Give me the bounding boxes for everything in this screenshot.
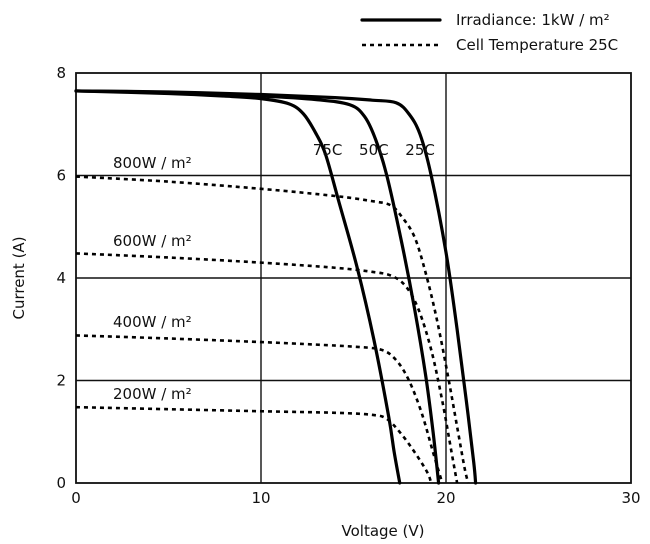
curve-annotation: 50C — [359, 141, 389, 159]
series-line-600w-m — [75, 252, 459, 484]
x-axis-title: Voltage (V) — [342, 522, 425, 540]
series-line-50c — [74, 89, 441, 485]
curve-annotation: 600W / m² — [113, 232, 192, 250]
series-group — [74, 89, 478, 485]
y-tick-label: 2 — [56, 372, 66, 390]
x-tick-label: 0 — [71, 489, 81, 507]
curve-annotation: 800W / m² — [113, 154, 192, 172]
y-axis-title: Current (A) — [10, 236, 28, 319]
annotations: 800W / m² 600W / m² 400W / m² 200W / m² 75C 5… — [113, 141, 435, 403]
curve-annotation: 200W / m² — [113, 385, 192, 403]
curve-annotation: 25C — [405, 141, 435, 159]
curve-annotation: 75C — [313, 141, 343, 159]
curve-annotation: 400W / m² — [113, 313, 192, 331]
legend: Irradiance: 1kW / m² Cell Temperature 25… — [360, 11, 618, 54]
y-tick-label: 0 — [56, 474, 66, 492]
series-line-800w-m — [75, 175, 470, 484]
x-tick-label: 30 — [621, 489, 640, 507]
legend-label-solid: Irradiance: 1kW / m² — [456, 11, 610, 29]
y-tick-label: 4 — [56, 269, 66, 287]
y-tick-label: 6 — [56, 167, 66, 185]
x-tick-label: 10 — [251, 489, 270, 507]
series-line-200w-m — [75, 405, 433, 484]
legend-label-dotted: Cell Temperature 25C — [456, 36, 618, 54]
series-line-400w-m — [75, 334, 444, 484]
series-line-75c — [74, 89, 402, 485]
x-tick-label: 20 — [436, 489, 455, 507]
tick-labels: 0 10 20 30 0 2 4 6 8 — [56, 64, 640, 507]
y-tick-label: 8 — [56, 64, 66, 82]
grid — [75, 72, 632, 484]
plot-frame — [75, 72, 632, 484]
